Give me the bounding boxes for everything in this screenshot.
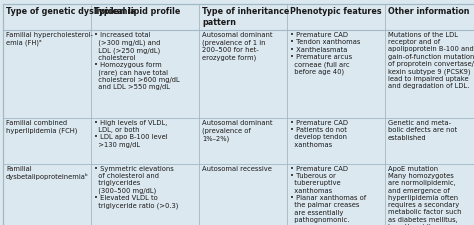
Text: Type of inheritance
pattern: Type of inheritance pattern (202, 7, 289, 27)
Text: Familial combined
hyperlipidemia (FCH): Familial combined hyperlipidemia (FCH) (6, 120, 77, 134)
Text: • Premature CAD
• Tendon xanthomas
• Xanthelasmata
• Premature arcus
  corneae (: • Premature CAD • Tendon xanthomas • Xan… (290, 32, 360, 75)
Text: ApoE mutation
Many homozygotes
are normolipidemic,
and emergence of
hyperlipidem: ApoE mutation Many homozygotes are normo… (388, 166, 462, 225)
Text: Genetic and meta-
bolic defects are not
established: Genetic and meta- bolic defects are not … (388, 120, 457, 140)
Text: Autosomal dominant
(prevalence of
1%–2%): Autosomal dominant (prevalence of 1%–2%) (202, 120, 273, 142)
Text: • High levels of VLDL,
  LDL, or both
• LDL apo B-100 level
  >130 mg/dL: • High levels of VLDL, LDL, or both • LD… (94, 120, 168, 148)
Text: • Premature CAD
• Tuberous or
  tubereruptive
  xanthomas
• Planar xanthomas of
: • Premature CAD • Tuberous or tubererupt… (290, 166, 366, 223)
Text: Autosomal dominant
(prevalence of 1 in
200–500 for het-
erozygote form): Autosomal dominant (prevalence of 1 in 2… (202, 32, 273, 61)
Text: • Symmetric elevations
  of cholesterol and
  triglycerides
  (300–500 mg/dL)
• : • Symmetric elevations of cholesterol an… (94, 166, 178, 209)
Text: Mutations of the LDL
receptor and of
apolipoprotein B-100 and
gain-of-function m: Mutations of the LDL receptor and of apo… (388, 32, 474, 89)
Text: Typical lipid profile: Typical lipid profile (94, 7, 181, 16)
Text: • Premature CAD
• Patients do not
  develop tendon
  xanthomas: • Premature CAD • Patients do not develo… (290, 120, 348, 148)
Text: Autosomal recessive: Autosomal recessive (202, 166, 272, 172)
Text: Other information: Other information (388, 7, 470, 16)
Text: Type of genetic dyslipidemia: Type of genetic dyslipidemia (6, 7, 136, 16)
Text: Phenotypic features: Phenotypic features (290, 7, 382, 16)
Text: Familial
dysbetalipoproteinemiaᵇ: Familial dysbetalipoproteinemiaᵇ (6, 166, 89, 180)
Text: • Increased total
  (>300 mg/dL) and
  LDL (>250 mg/dL)
  cholesterol
• Homozygo: • Increased total (>300 mg/dL) and LDL (… (94, 32, 180, 90)
Text: Familial hypercholesterol-
emia (FH)ᵃ: Familial hypercholesterol- emia (FH)ᵃ (6, 32, 93, 46)
